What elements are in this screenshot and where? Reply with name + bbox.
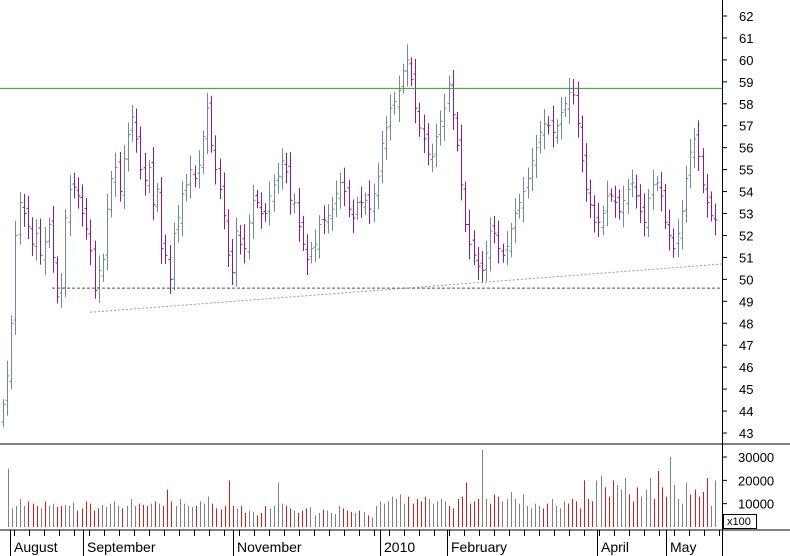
month-label: August — [14, 539, 58, 555]
price-tick-label: 61 — [739, 31, 753, 46]
price-panel — [0, 44, 723, 428]
price-tick-label: 48 — [739, 316, 753, 331]
month-label: September — [87, 539, 156, 555]
month-label: February — [451, 539, 507, 555]
volume-axis: 30000 20000 10000 x100 — [722, 450, 774, 529]
price-tick-label: 44 — [739, 404, 753, 419]
price-tick-label: 60 — [739, 53, 753, 68]
price-tick-label: 55 — [739, 163, 753, 178]
price-tick-label: 56 — [739, 141, 753, 156]
price-tick-label: 50 — [739, 272, 753, 287]
volume-panel — [8, 450, 716, 527]
price-tick-label: 62 — [739, 9, 753, 24]
price-tick-label: 59 — [739, 75, 753, 90]
price-tick-label: 58 — [739, 97, 753, 112]
time-axis: August September November 2010 February April… — [10, 530, 720, 556]
price-tick-label: 43 — [739, 426, 753, 441]
volume-tick-label: 20000 — [738, 473, 774, 488]
price-tick-label: 51 — [739, 250, 753, 265]
month-label: May — [670, 539, 696, 555]
month-label: November — [237, 539, 302, 555]
price-tick-label: 49 — [739, 294, 753, 309]
trend-line — [89, 263, 723, 313]
price-axis: 62 61 60 59 58 57 56 55 54 53 52 51 50 49 48 47 46 45 44 43 — [722, 9, 753, 441]
volume-unit-label: x100 — [727, 516, 751, 528]
volume-tick-label: 30000 — [738, 450, 774, 465]
price-tick-label: 45 — [739, 382, 753, 397]
price-tick-label: 52 — [739, 228, 753, 243]
month-label: April — [601, 539, 629, 555]
price-tick-label: 46 — [739, 360, 753, 375]
price-tick-label: 47 — [739, 338, 753, 353]
price-tick-label: 57 — [739, 119, 753, 134]
volume-tick-label: 10000 — [738, 497, 774, 512]
volume-unit-box — [723, 514, 757, 529]
month-label: 2010 — [384, 539, 415, 555]
price-tick-label: 54 — [739, 185, 753, 200]
price-tick-label: 53 — [739, 207, 753, 222]
